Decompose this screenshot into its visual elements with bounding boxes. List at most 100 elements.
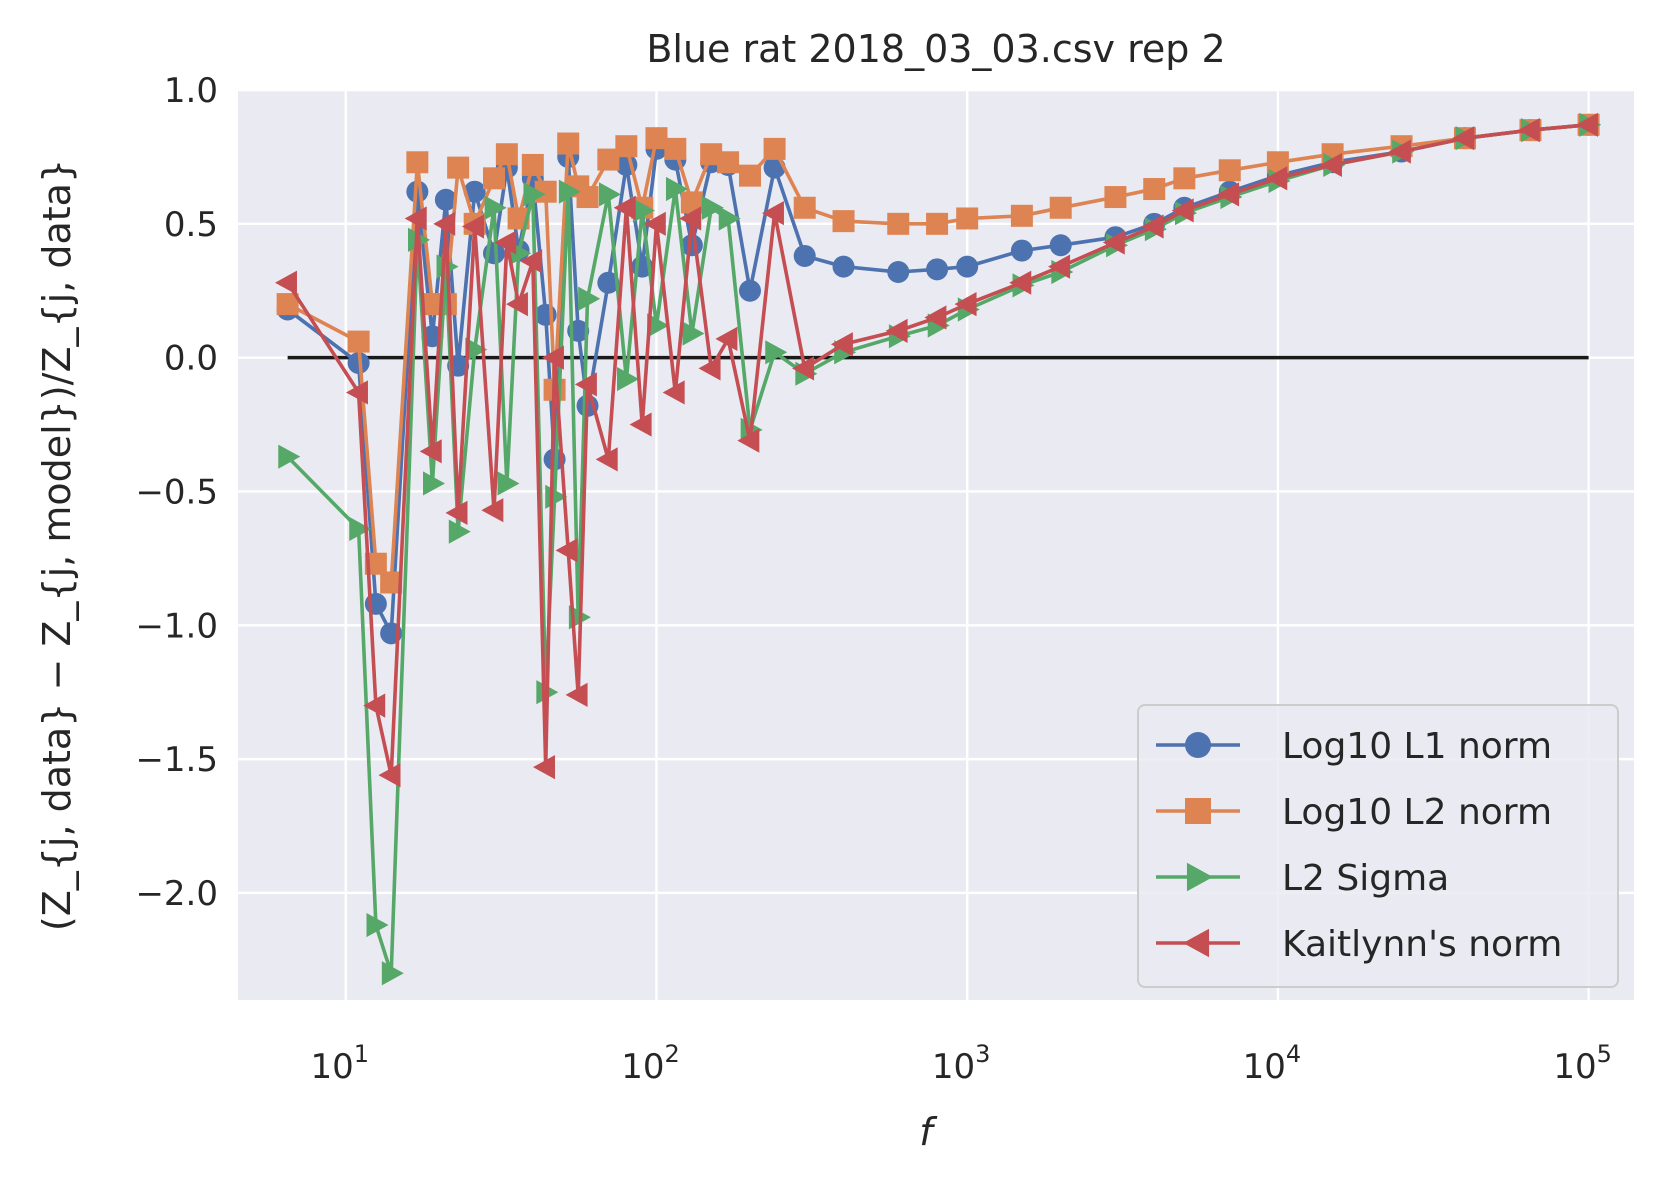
data-point [717,151,740,174]
data-point [632,198,655,223]
data-point [434,188,457,211]
x-tick-base: 10 [932,1047,975,1087]
data-point [615,135,638,158]
data-point [578,286,601,311]
data-point [664,137,687,160]
data-point [597,271,620,294]
x-tick-label: 104 [1243,1040,1302,1087]
data-point [629,412,652,437]
y-tick-label: −0.5 [135,472,218,512]
data-point [448,519,471,544]
x-tick-exponent: 1 [354,1040,369,1068]
data-point [565,682,588,707]
data-point [381,961,404,986]
data-point [555,538,578,563]
data-point [701,195,724,220]
data-point [956,207,979,230]
legend-item: Log10 L1 norm [1156,726,1552,767]
data-point [645,127,668,150]
data-point [433,211,456,236]
data-point [576,186,599,209]
x-tick-label: 102 [621,1040,680,1087]
data-point [419,439,442,464]
data-point [885,318,908,343]
data-point [1143,178,1166,201]
data-point [274,270,297,295]
data-point [830,332,853,357]
data-point [1009,270,1032,295]
data-point [523,182,546,207]
data-point [715,326,738,352]
data-point [497,471,520,496]
data-point [1010,239,1033,262]
legend-item: Kaitlynn's norm [1156,924,1562,965]
legend-label: Kaitlynn's norm [1282,924,1562,965]
data-point [643,211,666,236]
data-point [1049,234,1072,257]
data-point [926,212,949,235]
data-point [1102,230,1125,255]
data-point [481,498,504,523]
data-point [404,206,427,231]
y-tick-label: −1.5 [135,740,218,780]
data-point [1141,214,1164,239]
x-tick-label: 103 [932,1040,991,1087]
series-group [274,112,1602,986]
data-point [832,210,855,233]
data-point [462,214,485,239]
data-point [447,156,470,179]
data-point [793,244,816,267]
data-point [700,143,723,166]
data-point [494,230,517,255]
legend: Log10 L1 norm Log10 L2 norm L2 Sigma Kaitly… [1137,704,1619,988]
data-point [954,292,977,317]
y-tick-labels: 1.0 0.5 0.0 −0.5 −1.0 −1.5 −2.0 [135,71,218,914]
y-tick-label: 0.0 [164,339,218,379]
data-point [1171,198,1194,223]
x-tick-exponent: 4 [1286,1040,1301,1068]
data-point [1266,151,1289,174]
data-point [521,153,544,176]
data-point [598,182,621,207]
data-point [698,356,721,381]
x-tick-labels: 101 102 103 104 105 [310,1040,1611,1087]
y-tick-label: −1.0 [135,606,218,646]
data-point [924,305,947,330]
data-point [366,912,389,938]
data-point [765,340,788,365]
data-point [364,552,387,575]
data-point [662,380,685,405]
y-axis-label: (Z_{j, data} − Z_{j, model})/Z_{j, data} [35,159,79,931]
data-point [926,258,949,281]
x-tick-exponent: 5 [1597,1040,1612,1068]
data-point [347,330,370,353]
data-point [520,249,543,274]
data-point [665,176,688,202]
data-point [595,447,618,472]
legend-marker [1183,928,1210,958]
legend-marker [1185,732,1211,758]
data-point [1265,166,1288,191]
data-point [1217,182,1240,207]
data-point [738,164,761,187]
data-point [761,201,784,226]
data-point [718,206,741,231]
y-tick-label: −2.0 [135,874,218,914]
data-point [738,279,761,302]
data-point [1575,112,1598,137]
data-point [378,763,401,788]
y-tick-label: 0.5 [164,205,218,245]
data-point [647,313,670,338]
data-point [423,471,446,496]
data-point [887,212,910,235]
data-point [763,137,786,160]
y-tick-label: 1.0 [164,71,218,111]
x-tick-label: 101 [310,1040,369,1087]
data-point [484,195,507,220]
legend-label: Log10 L1 norm [1282,726,1552,767]
data-point [679,206,702,231]
x-tick-label: 105 [1553,1040,1612,1087]
data-point [558,179,581,204]
data-point [793,196,816,219]
